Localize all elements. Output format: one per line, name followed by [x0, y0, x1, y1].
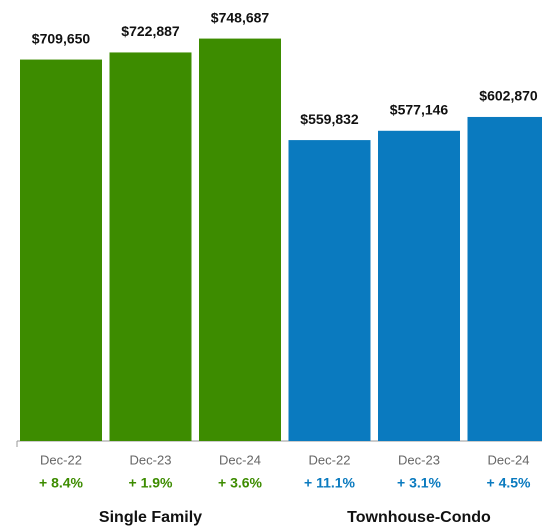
value-label: $577,146	[390, 101, 449, 117]
change-label: + 3.6%	[218, 475, 263, 491]
change-label: + 1.9%	[129, 475, 174, 491]
bar	[378, 130, 460, 441]
group-title: Single Family	[99, 509, 202, 526]
bar	[20, 59, 102, 442]
x-tick-label: Dec-24	[219, 452, 261, 467]
bar	[109, 52, 192, 441]
group-title: Townhouse-Condo	[347, 509, 491, 526]
change-label: + 8.4%	[39, 475, 84, 491]
bar	[288, 140, 371, 441]
x-tick-label: Dec-23	[130, 452, 172, 467]
change-label: + 4.5%	[487, 475, 532, 491]
x-tick-label: Dec-22	[40, 452, 82, 467]
change-label: + 3.1%	[397, 475, 442, 491]
value-label: $748,687	[211, 9, 270, 25]
value-label: $559,832	[300, 111, 359, 127]
bar	[199, 38, 281, 441]
value-label: $709,650	[32, 30, 91, 46]
x-tick-label: Dec-22	[309, 452, 351, 467]
x-tick-label: Dec-24	[488, 452, 530, 467]
change-label: + 11.1%	[304, 475, 356, 491]
value-label: $722,887	[121, 23, 180, 39]
bar	[467, 116, 542, 442]
value-label: $602,870	[479, 88, 538, 104]
x-tick-label: Dec-23	[398, 452, 440, 467]
